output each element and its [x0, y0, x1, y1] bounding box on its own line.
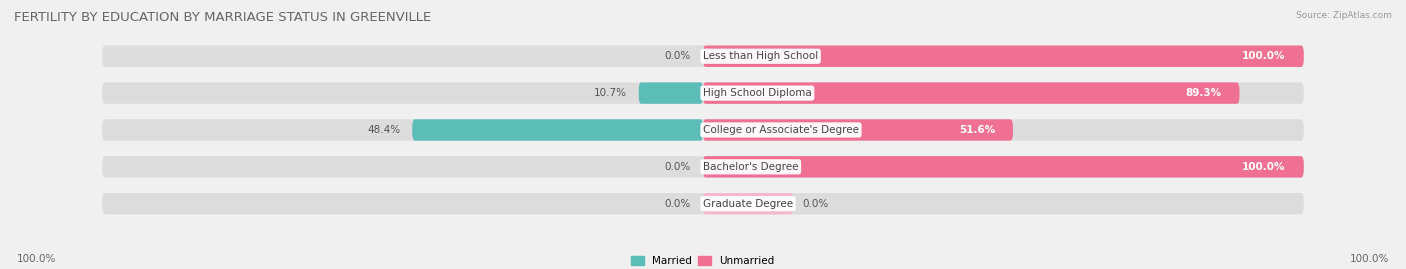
FancyBboxPatch shape: [703, 156, 1303, 178]
FancyBboxPatch shape: [103, 82, 1303, 104]
Text: 0.0%: 0.0%: [665, 199, 690, 209]
Text: Bachelor's Degree: Bachelor's Degree: [703, 162, 799, 172]
Text: 0.0%: 0.0%: [665, 51, 690, 61]
Text: Source: ZipAtlas.com: Source: ZipAtlas.com: [1296, 11, 1392, 20]
Text: 100.0%: 100.0%: [1243, 162, 1285, 172]
Text: Graduate Degree: Graduate Degree: [703, 199, 793, 209]
Text: 89.3%: 89.3%: [1185, 88, 1222, 98]
FancyBboxPatch shape: [703, 45, 1303, 67]
FancyBboxPatch shape: [103, 193, 1303, 214]
FancyBboxPatch shape: [103, 119, 1303, 141]
FancyBboxPatch shape: [103, 45, 1303, 67]
FancyBboxPatch shape: [638, 82, 703, 104]
FancyBboxPatch shape: [703, 82, 1240, 104]
FancyBboxPatch shape: [703, 193, 793, 214]
Text: College or Associate's Degree: College or Associate's Degree: [703, 125, 859, 135]
Text: 48.4%: 48.4%: [367, 125, 401, 135]
Text: 100.0%: 100.0%: [1243, 51, 1285, 61]
Text: 10.7%: 10.7%: [593, 88, 627, 98]
Text: 0.0%: 0.0%: [665, 162, 690, 172]
Text: 51.6%: 51.6%: [959, 125, 995, 135]
FancyBboxPatch shape: [412, 119, 703, 141]
FancyBboxPatch shape: [703, 119, 1012, 141]
Text: Less than High School: Less than High School: [703, 51, 818, 61]
Text: 0.0%: 0.0%: [803, 199, 830, 209]
Text: FERTILITY BY EDUCATION BY MARRIAGE STATUS IN GREENVILLE: FERTILITY BY EDUCATION BY MARRIAGE STATU…: [14, 11, 432, 24]
Text: High School Diploma: High School Diploma: [703, 88, 811, 98]
Text: 100.0%: 100.0%: [17, 254, 56, 264]
FancyBboxPatch shape: [103, 156, 1303, 178]
Legend: Married, Unmarried: Married, Unmarried: [627, 251, 779, 269]
Text: 100.0%: 100.0%: [1350, 254, 1389, 264]
